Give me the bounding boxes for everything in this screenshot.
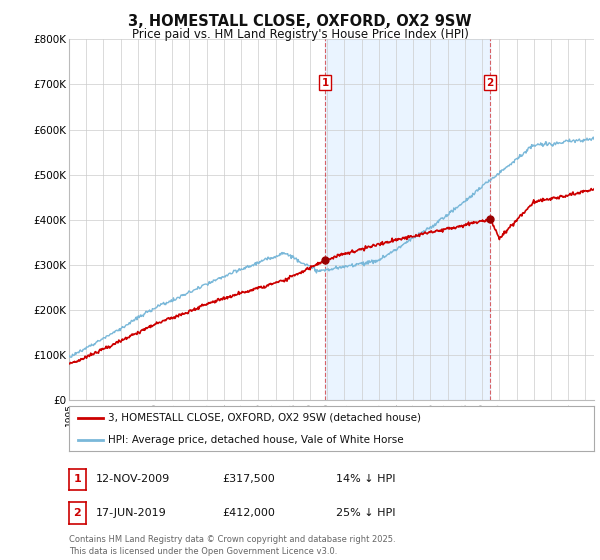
Text: Price paid vs. HM Land Registry's House Price Index (HPI): Price paid vs. HM Land Registry's House … (131, 28, 469, 41)
Text: 2: 2 (74, 508, 81, 518)
Text: HPI: Average price, detached house, Vale of White Horse: HPI: Average price, detached house, Vale… (109, 435, 404, 445)
Text: 3, HOMESTALL CLOSE, OXFORD, OX2 9SW (detached house): 3, HOMESTALL CLOSE, OXFORD, OX2 9SW (det… (109, 413, 421, 423)
Text: 2: 2 (487, 77, 494, 87)
Text: 12-NOV-2009: 12-NOV-2009 (96, 474, 170, 484)
Text: 25% ↓ HPI: 25% ↓ HPI (336, 508, 395, 518)
Text: 1: 1 (322, 77, 329, 87)
Text: 1: 1 (74, 474, 81, 484)
Text: £317,500: £317,500 (222, 474, 275, 484)
Bar (325, 39, 490, 400)
Text: Contains HM Land Registry data © Crown copyright and database right 2025.
This d: Contains HM Land Registry data © Crown c… (69, 535, 395, 556)
Text: 3, HOMESTALL CLOSE, OXFORD, OX2 9SW: 3, HOMESTALL CLOSE, OXFORD, OX2 9SW (128, 14, 472, 29)
Text: 17-JUN-2019: 17-JUN-2019 (96, 508, 167, 518)
Text: £412,000: £412,000 (222, 508, 275, 518)
Text: 14% ↓ HPI: 14% ↓ HPI (336, 474, 395, 484)
